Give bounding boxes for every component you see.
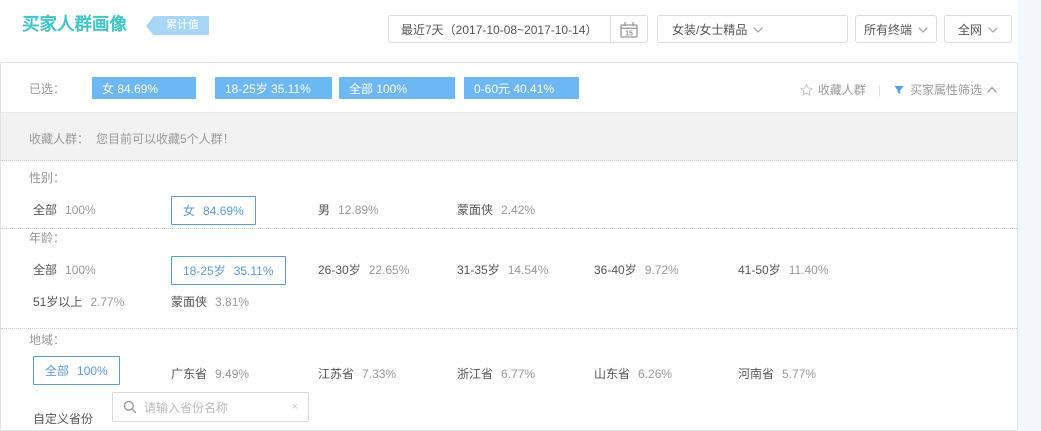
svg-text:15: 15 [625,30,633,37]
